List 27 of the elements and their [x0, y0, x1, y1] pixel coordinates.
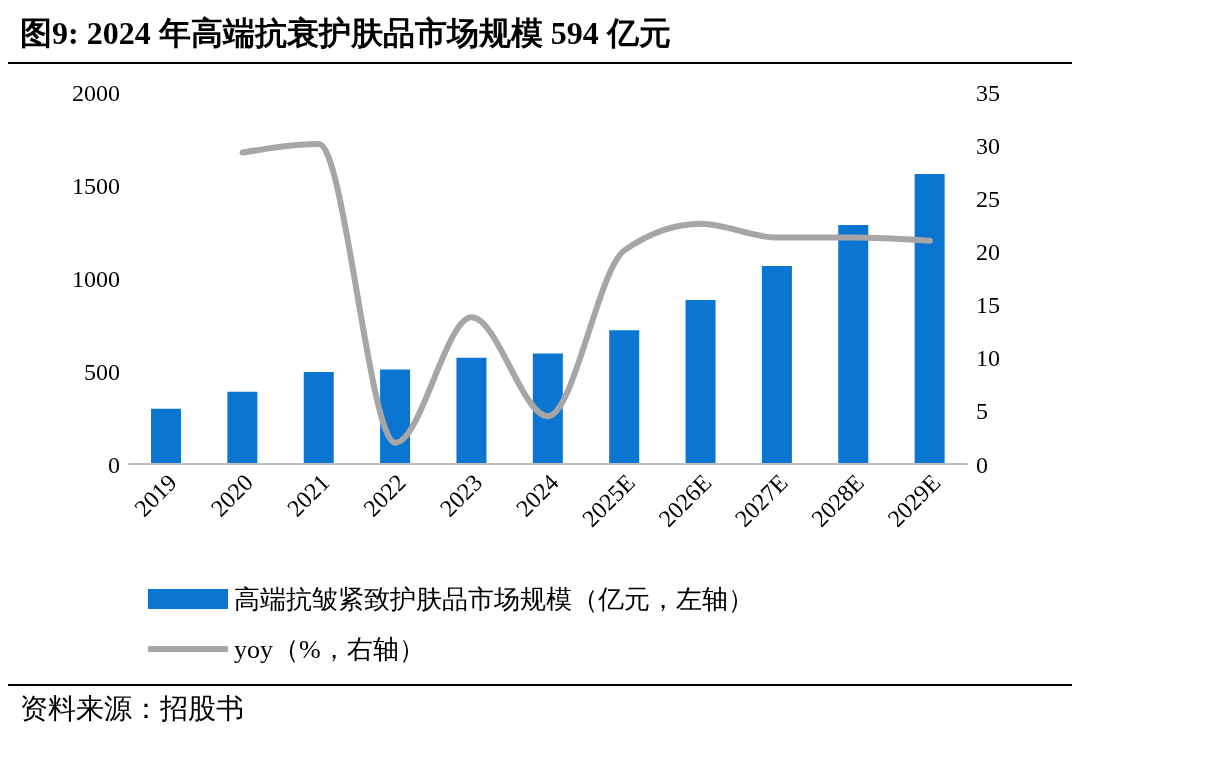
bar: [151, 408, 181, 464]
bar: [685, 299, 716, 464]
bar: [227, 391, 258, 464]
bar: [838, 224, 869, 464]
y2-tick-label: 0: [976, 451, 988, 478]
y-tick-label: 1000: [72, 265, 120, 292]
bar: [914, 174, 945, 464]
legend-label: 高端抗皱紧致护肤品市场规模（亿元，左轴）: [234, 583, 754, 616]
y2-tick-label: 30: [976, 132, 1000, 159]
bar: [303, 372, 334, 464]
y-tick-label: 2000: [72, 79, 120, 106]
bar: [532, 353, 563, 464]
text: 资料来源：招股书: [20, 692, 245, 726]
chart-title: 图9: 2024 年高端抗衰护肤品市场规模 594 亿元: [8, 8, 1072, 64]
y-tick-label: 500: [84, 358, 120, 385]
y2-tick-label: 15: [976, 292, 1000, 319]
y2-tick-label: 35: [976, 79, 1000, 106]
y-tick-label: 0: [108, 451, 120, 478]
y2-tick-label: 5: [976, 398, 988, 425]
y2-tick-label: 10: [976, 345, 1000, 372]
y2-tick-label: 20: [976, 238, 1000, 265]
bar: [456, 357, 487, 464]
bar: [761, 265, 792, 464]
legend-label: yoy（%，右轴）: [234, 633, 425, 666]
bar: [609, 330, 640, 464]
y2-tick-label: 25: [976, 185, 1000, 212]
y-tick-label: 1500: [72, 172, 120, 199]
